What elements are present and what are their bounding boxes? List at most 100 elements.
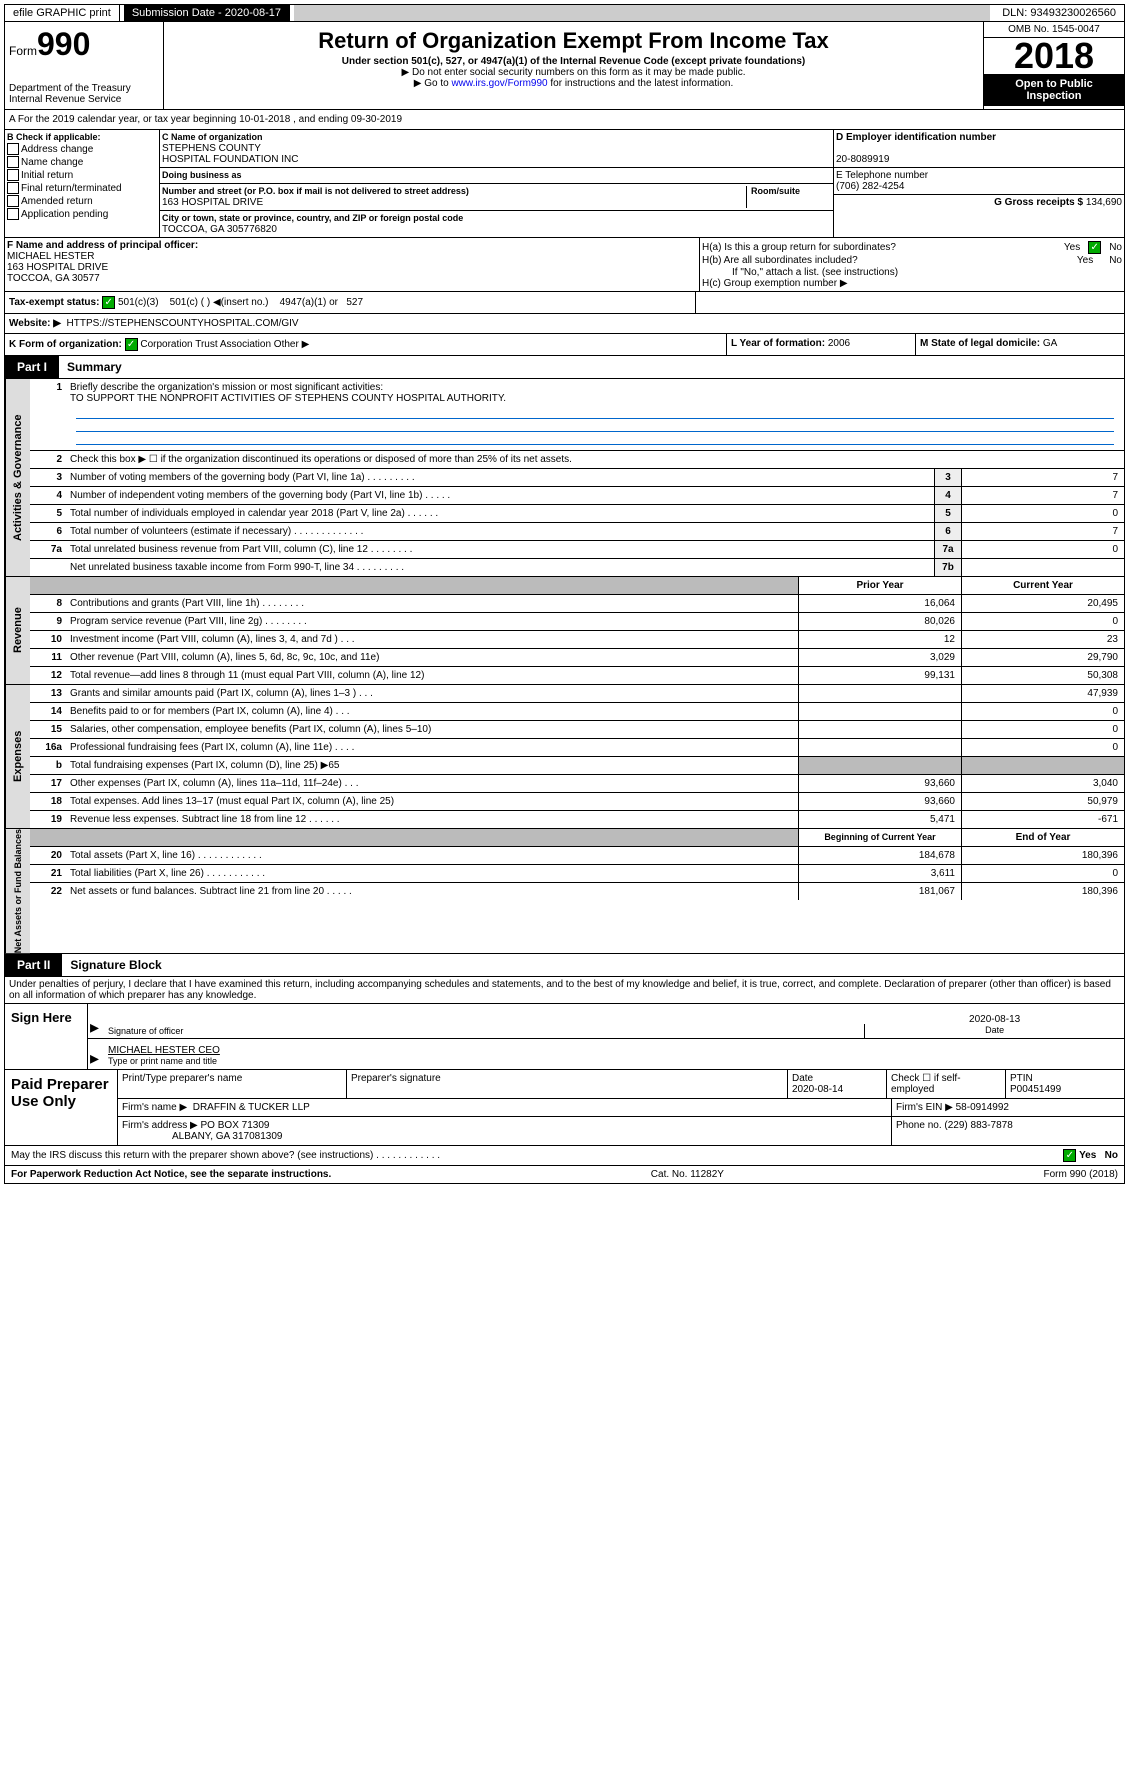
v15p [798, 721, 961, 738]
prep-ptin: PTINP00451499 [1006, 1070, 1124, 1098]
ein-cell: D Employer identification number20-80899… [834, 130, 1124, 168]
v16bp [798, 757, 961, 774]
dba-cell: Doing business as [160, 168, 833, 184]
chk-corp[interactable]: ✓ [125, 338, 138, 351]
section-c: C Name of organizationSTEPHENS COUNTY HO… [160, 130, 834, 237]
section-l: L Year of formation: 2006 [727, 334, 916, 355]
netassets-body: Net Assets or Fund Balances Beginning of… [4, 829, 1125, 954]
v15c: 0 [961, 721, 1124, 738]
gross-cell: G Gross receipts $ 134,690 [834, 195, 1124, 210]
irs-yes[interactable]: ✓ [1063, 1149, 1076, 1162]
header-center: Return of Organization Exempt From Incom… [164, 22, 983, 109]
arrow-icon: ▸ [88, 1017, 104, 1038]
j-label: Website: ▶ [9, 318, 61, 329]
website: HTTPS://STEPHENSCOUNTYHOSPITAL.COM/GIV [67, 318, 299, 329]
b-label: B Check if applicable: [7, 132, 157, 142]
part1-badge: Part I [5, 356, 59, 378]
part1-body: Activities & Governance 1Briefly describ… [4, 379, 1125, 577]
v12p: 99,131 [798, 667, 961, 684]
irs-link[interactable]: www.irs.gov/Form990 [451, 78, 547, 89]
subtitle-1: Under section 501(c), 527, or 4947(a)(1)… [168, 56, 979, 67]
street: 163 HOSPITAL DRIVE [162, 197, 263, 208]
city-cell: City or town, state or province, country… [160, 211, 833, 237]
chk-final[interactable]: Final return/terminated [7, 182, 157, 194]
expenses-body: Expenses 13Grants and similar amounts pa… [4, 685, 1125, 829]
i-label: Tax-exempt status: [9, 297, 99, 308]
open-inspection: Open to Public Inspection [984, 74, 1124, 106]
section-f: F Name and address of principal officer:… [5, 238, 700, 291]
form-title: Return of Organization Exempt From Incom… [168, 28, 979, 54]
prep-name-hdr: Print/Type preparer's name [118, 1070, 347, 1098]
part2-header: Part II Signature Block [4, 954, 1125, 977]
tab-activities: Activities & Governance [5, 379, 30, 576]
section-klm: K Form of organization: ✓ Corporation Tr… [4, 334, 1125, 356]
section-b: B Check if applicable: Address change Na… [5, 130, 160, 237]
section-k: K Form of organization: ✓ Corporation Tr… [5, 334, 727, 355]
prior-year-hdr: Prior Year [798, 577, 961, 594]
paid-preparer-block: Paid Preparer Use Only Print/Type prepar… [4, 1070, 1125, 1146]
v13c: 47,939 [961, 685, 1124, 702]
efile-box[interactable]: efile GRAPHIC print [5, 5, 120, 21]
sig-field[interactable]: Signature of officer [104, 1024, 865, 1038]
l7b: Net unrelated business taxable income fr… [66, 559, 934, 576]
l21: Total liabilities (Part X, line 26) . . … [66, 865, 798, 882]
officer-addr: 163 HOSPITAL DRIVE [7, 262, 108, 273]
officer-city: TOCCOA, GA 30577 [7, 273, 100, 284]
part1-title: Summary [59, 356, 130, 378]
firm-ein: Firm's EIN ▶ 58-0914992 [892, 1099, 1124, 1116]
eoy-hdr: End of Year [961, 829, 1124, 846]
tab-netassets: Net Assets or Fund Balances [5, 829, 30, 953]
header-right: OMB No. 1545-0047 2018 Open to Public In… [983, 22, 1124, 109]
sub3a: ▶ Go to [414, 78, 452, 89]
chk-address[interactable]: Address change [7, 143, 157, 155]
tab-revenue: Revenue [5, 577, 30, 684]
l6: Total number of volunteers (estimate if … [66, 523, 934, 540]
footer: For Paperwork Reduction Act Notice, see … [4, 1166, 1125, 1184]
v19c: -671 [961, 811, 1124, 828]
sign-here-label: Sign Here [5, 1004, 88, 1069]
l14: Benefits paid to or for members (Part IX… [66, 703, 798, 720]
v16bc [961, 757, 1124, 774]
chk-amended[interactable]: Amended return [7, 195, 157, 207]
chk-pending[interactable]: Application pending [7, 208, 157, 220]
section-m: M State of legal domicile: GA [916, 334, 1124, 355]
prep-sig-hdr: Preparer's signature [347, 1070, 788, 1098]
v17p: 93,660 [798, 775, 961, 792]
bcy-hdr: Beginning of Current Year [798, 829, 961, 846]
v20p: 184,678 [798, 847, 961, 864]
chk-501c3[interactable]: ✓ [102, 296, 115, 309]
sig-date: 2020-08-13Date [865, 1012, 1124, 1038]
ha-no[interactable]: ✓ [1088, 241, 1101, 254]
v11c: 29,790 [961, 649, 1124, 666]
phone: (706) 282-4254 [836, 181, 904, 192]
l1v: TO SUPPORT THE NONPROFIT ACTIVITIES OF S… [70, 393, 506, 404]
v10p: 12 [798, 631, 961, 648]
l1: Briefly describe the organization's miss… [70, 382, 383, 393]
v14c: 0 [961, 703, 1124, 720]
h-note: If "No," attach a list. (see instruction… [702, 267, 1122, 278]
v3: 7 [961, 469, 1124, 486]
l3: Number of voting members of the governin… [66, 469, 934, 486]
dept: Department of the Treasury Internal Reve… [9, 83, 159, 105]
l18: Total expenses. Add lines 13–17 (must eq… [66, 793, 798, 810]
line-a: A For the 2019 calendar year, or tax yea… [4, 110, 1125, 130]
part2-title: Signature Block [62, 954, 169, 976]
officer-name: MICHAEL HESTER [7, 251, 94, 262]
chk-name[interactable]: Name change [7, 156, 157, 168]
section-bcd: B Check if applicable: Address change Na… [4, 130, 1125, 238]
v11p: 3,029 [798, 649, 961, 666]
v5: 0 [961, 505, 1124, 522]
v16c: 0 [961, 739, 1124, 756]
org-name-cell: C Name of organizationSTEPHENS COUNTY HO… [160, 130, 833, 168]
prep-selfemp[interactable]: Check ☐ if self-employed [887, 1070, 1006, 1098]
addr-cell: Number and street (or P.O. box if mail i… [160, 184, 833, 211]
current-year-hdr: Current Year [961, 577, 1124, 594]
hb-label: H(b) Are all subordinates included? [702, 255, 1061, 266]
v17c: 3,040 [961, 775, 1124, 792]
tax-year: 2018 [984, 38, 1124, 74]
chk-initial[interactable]: Initial return [7, 169, 157, 181]
section-fh: F Name and address of principal officer:… [4, 238, 1125, 292]
ha-label: H(a) Is this a group return for subordin… [702, 242, 1048, 253]
l4: Number of independent voting members of … [66, 487, 934, 504]
v22p: 181,067 [798, 883, 961, 900]
